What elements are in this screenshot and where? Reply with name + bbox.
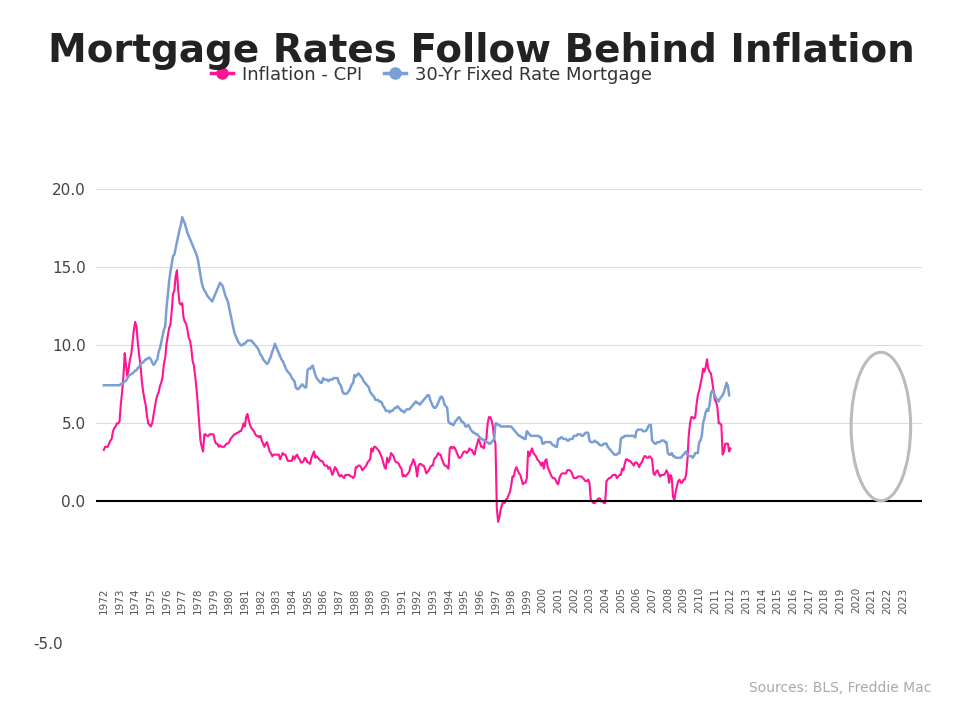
Text: -5.0: -5.0	[33, 637, 62, 652]
Text: Sources: BLS, Freddie Mac: Sources: BLS, Freddie Mac	[749, 681, 931, 695]
Text: Mortgage Rates Follow Behind Inflation: Mortgage Rates Follow Behind Inflation	[48, 32, 915, 71]
Legend: Inflation - CPI, 30-Yr Fixed Rate Mortgage: Inflation - CPI, 30-Yr Fixed Rate Mortga…	[204, 59, 659, 91]
